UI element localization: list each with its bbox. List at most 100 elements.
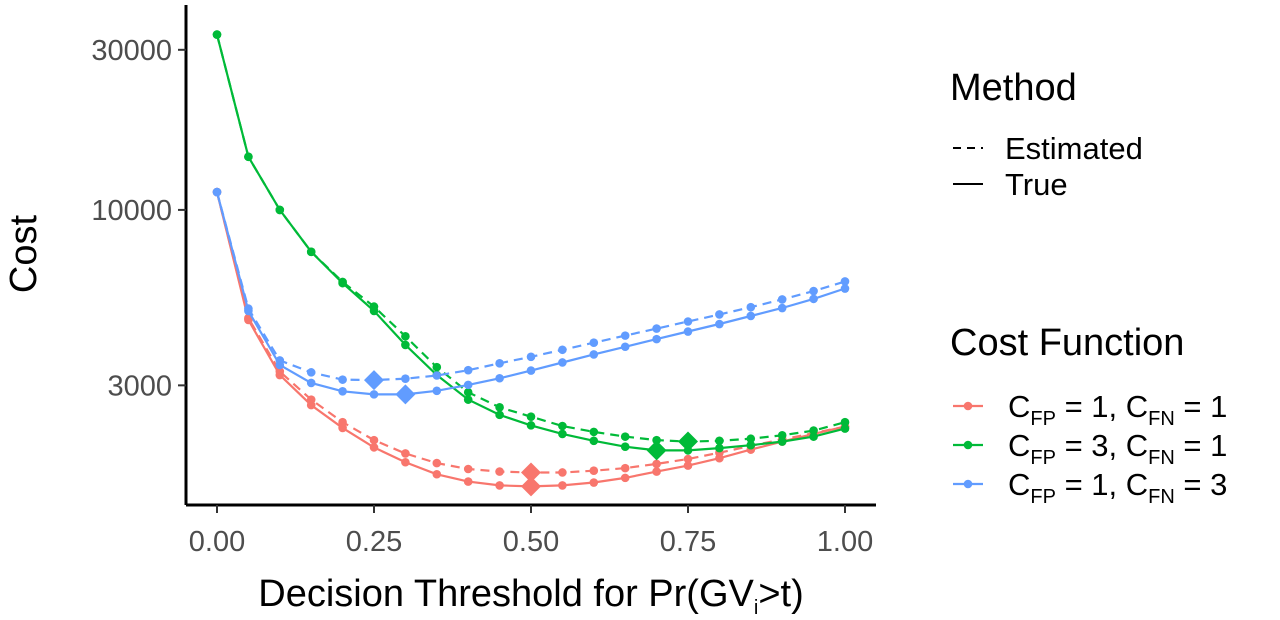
data-point xyxy=(306,368,316,377)
x-axis-title-main: Decision Threshold for Pr(GV xyxy=(258,573,754,615)
data-point xyxy=(306,395,316,404)
data-point xyxy=(777,303,787,313)
optimum-marker xyxy=(521,462,541,483)
optimum-marker xyxy=(646,440,667,461)
data-point xyxy=(840,277,850,286)
series-c-fp-1-c-fn-3-estimated xyxy=(212,187,850,391)
x-tick-label: 0.00 xyxy=(189,526,245,558)
legend-cost-key-point xyxy=(963,401,973,411)
legend-cost-label-part: C xyxy=(1008,389,1030,424)
data-point xyxy=(589,350,599,359)
data-point xyxy=(463,380,473,390)
legend-cost-label-part: FN xyxy=(1148,408,1175,430)
x-axis-title: Decision Threshold for Pr(GVi>t) xyxy=(258,573,803,619)
data-point xyxy=(715,319,724,329)
data-point xyxy=(244,152,253,162)
data-point xyxy=(495,373,504,383)
data-point xyxy=(715,436,724,446)
data-point xyxy=(620,473,630,483)
data-point xyxy=(620,442,630,451)
data-point xyxy=(495,410,504,420)
data-point xyxy=(715,310,724,319)
data-point xyxy=(589,478,599,487)
series-line xyxy=(215,34,846,452)
legend-cost-label: CFP = 3, CFN = 1 xyxy=(1008,428,1227,469)
data-point xyxy=(463,388,473,397)
data-point xyxy=(589,436,599,446)
legend-cost-label-part: = 3 xyxy=(1175,467,1228,502)
legend-method-label: Estimated xyxy=(1005,131,1143,166)
data-point xyxy=(495,359,504,368)
legend-method-title: Method xyxy=(950,67,1077,109)
data-point xyxy=(809,286,818,296)
x-tick-label: 1.00 xyxy=(817,526,873,558)
legend-cost-label-part: FN xyxy=(1148,447,1175,469)
data-point xyxy=(275,205,285,215)
data-point xyxy=(777,430,787,440)
data-point xyxy=(809,294,818,304)
y-tick-label: 30000 xyxy=(91,35,172,67)
legend-cost-label-part: FP xyxy=(1030,447,1056,469)
data-point xyxy=(683,327,693,336)
data-point xyxy=(840,424,850,433)
data-point xyxy=(338,417,347,427)
data-point xyxy=(746,302,756,312)
data-point xyxy=(652,459,661,469)
data-point xyxy=(652,334,661,344)
data-point xyxy=(338,387,347,396)
data-point xyxy=(495,467,504,476)
data-point xyxy=(526,366,536,375)
series-line xyxy=(215,191,846,474)
data-point xyxy=(275,367,285,376)
series-layer xyxy=(212,30,850,497)
x-tick-label: 0.25 xyxy=(346,526,402,558)
data-point xyxy=(620,463,630,473)
data-point xyxy=(432,469,442,479)
data-point xyxy=(212,187,222,197)
data-point xyxy=(401,449,410,458)
data-point xyxy=(526,421,536,430)
data-point xyxy=(369,443,379,452)
data-point xyxy=(715,443,724,453)
data-point xyxy=(558,358,567,367)
data-point xyxy=(620,342,630,352)
data-point xyxy=(840,417,850,427)
legend-cost-key-point xyxy=(963,479,973,489)
y-tick-label: 3000 xyxy=(107,370,172,402)
series-line xyxy=(215,191,846,382)
data-point xyxy=(652,467,661,476)
axes xyxy=(184,5,876,507)
data-point xyxy=(432,371,442,380)
data-point xyxy=(401,457,410,467)
data-point xyxy=(809,432,818,441)
data-point xyxy=(589,338,599,348)
optimum-marker xyxy=(678,431,698,452)
legend-cost-label-part: C xyxy=(1008,428,1030,463)
data-point xyxy=(338,277,347,287)
legend-cost-label-part: FN xyxy=(1148,486,1175,508)
legend-cost-label-part: = 1, C xyxy=(1056,389,1148,424)
data-point xyxy=(432,458,442,468)
data-point xyxy=(338,375,347,384)
y-tick-label: 10000 xyxy=(91,195,172,227)
legend-cost-label-part: FP xyxy=(1030,408,1056,430)
legend-cost-label-part: = 1, C xyxy=(1056,467,1148,502)
data-point xyxy=(840,284,850,293)
series-line xyxy=(215,191,846,396)
legend-method-label: True xyxy=(1005,167,1068,202)
x-tick-label: 0.50 xyxy=(503,526,559,558)
data-point xyxy=(401,374,410,384)
data-point xyxy=(463,395,473,404)
y-axis-title: Cost xyxy=(3,214,45,293)
data-point xyxy=(620,432,630,441)
data-point xyxy=(652,435,661,445)
series-c-fp-3-c-fn-1-estimated xyxy=(212,30,850,452)
data-point xyxy=(526,412,536,421)
data-point xyxy=(369,435,379,445)
data-point xyxy=(558,429,567,439)
data-point xyxy=(683,317,693,326)
data-point xyxy=(275,356,285,365)
